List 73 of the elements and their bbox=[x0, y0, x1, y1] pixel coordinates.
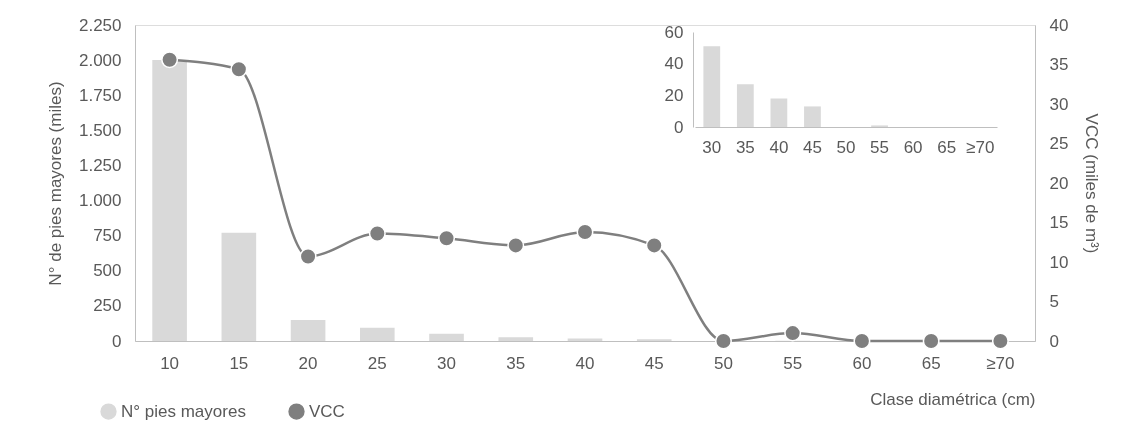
x-tick-label: 55 bbox=[870, 137, 890, 157]
x-tick-label: 60 bbox=[903, 137, 923, 157]
point bbox=[922, 332, 940, 350]
x-tick-label: ≥70 bbox=[986, 353, 1015, 373]
y2-tick-label: 10 bbox=[1049, 252, 1069, 272]
x-tick-label: 30 bbox=[437, 353, 456, 373]
bar bbox=[498, 337, 534, 341]
x-tick-label: 45 bbox=[644, 353, 664, 373]
bar bbox=[703, 46, 721, 127]
y2-tick-label: 0 bbox=[1049, 331, 1059, 351]
point bbox=[299, 247, 317, 265]
x-tick-label: 10 bbox=[160, 353, 180, 373]
bar bbox=[290, 319, 326, 341]
x-tick-label: 60 bbox=[852, 353, 872, 373]
y-tick-label: 40 bbox=[664, 54, 684, 74]
y2-tick-label: 5 bbox=[1049, 292, 1059, 311]
bar bbox=[221, 232, 257, 341]
y2-tick-label: 15 bbox=[1049, 213, 1069, 232]
y-tick-label: 0 bbox=[112, 331, 122, 351]
y-tick-label: 0 bbox=[674, 117, 684, 137]
y-tick-label: 750 bbox=[93, 226, 122, 246]
y-axis-title: N° de pies mayores (miles) bbox=[45, 81, 65, 286]
point bbox=[714, 332, 732, 350]
point bbox=[438, 229, 456, 247]
y-tick-label: 60 bbox=[664, 22, 684, 42]
x-tick-label: 65 bbox=[937, 137, 957, 157]
point bbox=[991, 332, 1009, 350]
x-tick-label: 30 bbox=[702, 137, 722, 157]
point bbox=[784, 324, 802, 342]
point bbox=[368, 225, 386, 243]
bar bbox=[736, 84, 754, 127]
legend-label: N° pies mayores bbox=[121, 401, 246, 421]
bar bbox=[360, 327, 395, 341]
x-tick-label: 50 bbox=[836, 137, 856, 157]
point bbox=[161, 51, 179, 69]
y2-tick-label: 40 bbox=[1049, 15, 1069, 35]
y-tick-label: 1.500 bbox=[78, 120, 122, 140]
y-tick-label: 2.250 bbox=[78, 15, 122, 35]
point bbox=[853, 332, 871, 350]
x-tick-label: 35 bbox=[506, 353, 526, 373]
x-tick-label: ≥70 bbox=[966, 137, 995, 157]
bar bbox=[152, 60, 187, 341]
x-tick-label: 15 bbox=[229, 353, 249, 373]
point bbox=[230, 60, 248, 78]
bar bbox=[770, 98, 788, 127]
y-tick-label: 1.250 bbox=[78, 155, 122, 175]
point bbox=[507, 236, 525, 254]
y2-tick-label: 20 bbox=[1049, 173, 1069, 193]
y-tick-label: 1.750 bbox=[78, 85, 122, 105]
x-tick-label: 45 bbox=[802, 137, 822, 157]
y-tick-label: 500 bbox=[93, 261, 122, 281]
y2-tick-label: 35 bbox=[1049, 55, 1069, 74]
legend-label: VCC bbox=[309, 401, 345, 421]
y-tick-label: 1.000 bbox=[78, 191, 122, 211]
x-tick-label: 35 bbox=[735, 137, 755, 157]
x-axis-title: Clase diamétrica (cm) bbox=[870, 389, 1036, 409]
x-tick-label: 40 bbox=[575, 353, 595, 373]
x-tick-label: 65 bbox=[921, 353, 941, 373]
x-tick-label: 20 bbox=[298, 353, 318, 373]
y2-axis-title: VCC (miles de m³) bbox=[1082, 113, 1102, 254]
y2-tick-label: 30 bbox=[1049, 94, 1069, 114]
x-tick-label: 55 bbox=[783, 353, 803, 373]
point bbox=[645, 236, 663, 254]
point bbox=[576, 223, 594, 241]
x-tick-label: 25 bbox=[367, 353, 387, 373]
x-tick-label: 40 bbox=[769, 137, 789, 157]
bar bbox=[429, 333, 464, 341]
y-tick-label: 250 bbox=[93, 296, 122, 316]
y-tick-label: 20 bbox=[664, 85, 684, 105]
bar bbox=[567, 338, 603, 341]
bar bbox=[804, 106, 821, 127]
y-tick-label: 2.000 bbox=[78, 50, 122, 70]
x-tick-label: 50 bbox=[714, 353, 733, 373]
